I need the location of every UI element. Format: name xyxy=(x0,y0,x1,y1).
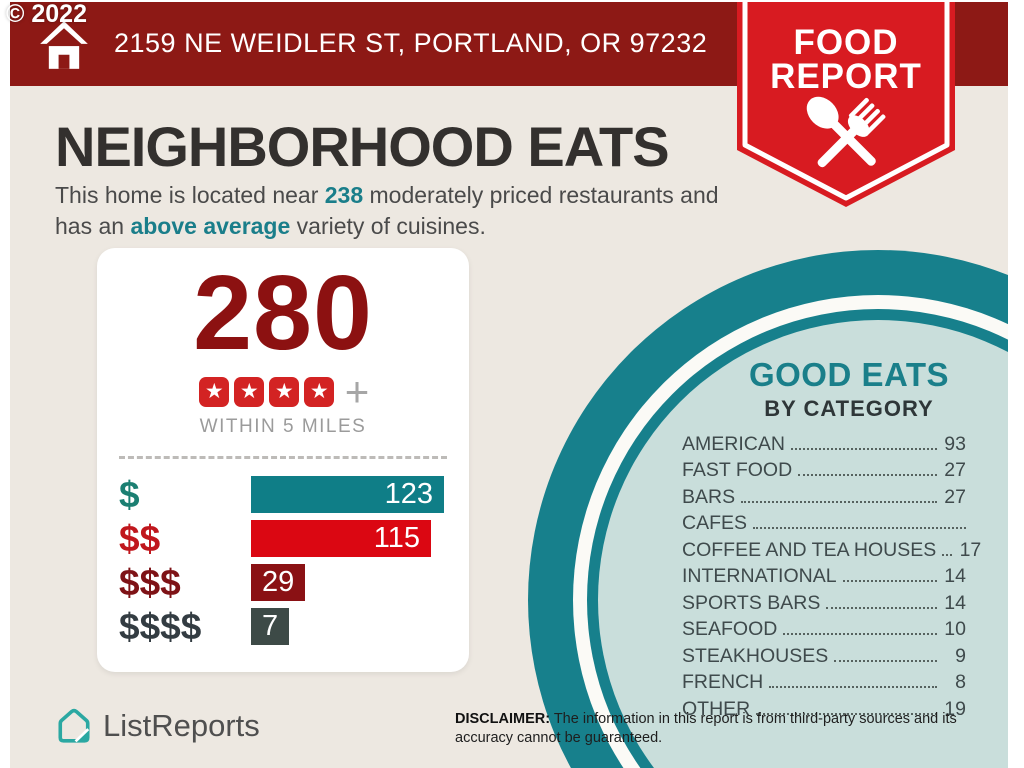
price-tier-bar-chart: $123 $$ 115 $$$ 29 $$$$ 7 xyxy=(97,476,469,645)
category-value: 9 xyxy=(955,644,966,667)
dotted-leader xyxy=(942,553,953,556)
category-row: BARS 27 xyxy=(682,481,966,508)
good-eats-header: GOOD EATS BY CATEGORY xyxy=(704,356,994,422)
intro-seg1: This home is located near xyxy=(55,182,325,208)
category-label: INTERNATIONAL xyxy=(682,565,837,587)
star-icon: ★ xyxy=(304,376,335,407)
total-restaurant-count: 280 xyxy=(193,254,373,372)
category-row: COFFEE AND TEA HOUSES 17 xyxy=(682,534,981,561)
price-tier-label: $$ xyxy=(119,518,161,559)
price-tier-label: $$$$ xyxy=(119,606,202,647)
price-bar: 29 xyxy=(251,564,306,601)
restaurant-count-inline: 238 xyxy=(324,182,364,208)
category-value: 19 xyxy=(944,697,966,720)
dotted-leader xyxy=(826,606,937,609)
category-value: 14 xyxy=(944,591,966,614)
dotted-leader xyxy=(790,447,937,450)
listreports-logo: ListReports xyxy=(55,706,260,746)
ribbon-label-line1: FOOD xyxy=(793,23,899,62)
category-list: AMERICAN 93 FAST FOOD 27 BARS 27 CAFES COFFEE A… xyxy=(682,428,981,720)
category-label: CAFES xyxy=(682,512,748,534)
category-label: AMERICAN xyxy=(682,432,785,455)
category-label: OTHER xyxy=(682,697,751,720)
category-label: BARS xyxy=(682,485,736,508)
price-bar-row: $$ 115 xyxy=(119,520,469,557)
category-label: FAST FOOD xyxy=(682,459,793,481)
category-row: INTERNATIONAL 14 xyxy=(682,561,966,587)
property-address: 2159 NE WEIDLER ST, PORTLAND, OR 97232 xyxy=(114,28,708,58)
intro-seg2: moderately priced restaurants and xyxy=(363,182,719,208)
category-label: FRENCH xyxy=(682,671,764,693)
category-value: 93 xyxy=(944,432,966,455)
dotted-leader xyxy=(756,712,937,715)
dotted-leader xyxy=(769,686,937,688)
summary-card: 280 ★ ★ ★ ★ + WITHIN 5 MILES $123 $$ 115 $$$ 29… xyxy=(97,248,469,672)
food-report-ribbon xyxy=(737,2,955,207)
home-icon xyxy=(40,21,88,69)
star-icon: ★ xyxy=(199,376,230,407)
price-tier-label: $$$ xyxy=(119,562,181,603)
category-label: SEAFOOD xyxy=(682,618,778,640)
plus-sign: + xyxy=(344,367,370,415)
category-value: 10 xyxy=(944,618,966,640)
good-eats-circle-graphic xyxy=(528,250,1008,768)
dotted-leader xyxy=(834,659,937,662)
category-value: 17 xyxy=(959,538,982,561)
star-icon: ★ xyxy=(234,376,265,407)
intro-seg4: variety of cuisines. xyxy=(290,213,486,239)
good-eats-title: GOOD EATS xyxy=(748,356,950,393)
dotted-leader xyxy=(798,474,937,476)
ribbon-label: FOOD REPORT xyxy=(737,23,955,96)
category-row: FRENCH 8 xyxy=(682,667,966,693)
category-row: CAFES xyxy=(682,508,966,534)
category-label: STEAKHOUSES xyxy=(682,644,829,667)
category-row: STEAKHOUSES 9 xyxy=(682,640,966,667)
dotted-leader xyxy=(783,633,937,635)
dotted-leader xyxy=(753,527,966,529)
copyright-watermark: © 2022 xyxy=(6,0,87,28)
category-value: 27 xyxy=(944,459,966,481)
page-title: NEIGHBORHOOD EATS xyxy=(55,115,670,178)
category-label: COFFEE AND TEA HOUSES xyxy=(682,538,937,561)
star-rating: ★ ★ ★ ★ + xyxy=(97,367,469,415)
good-eats-subtitle: BY CATEGORY xyxy=(764,396,934,421)
price-bar: 7 xyxy=(251,608,290,645)
crossed-spoon-fork-icon xyxy=(806,96,886,168)
disclaimer-line1: The information in this report is from t… xyxy=(550,711,957,727)
category-row: FAST FOOD 27 xyxy=(682,455,966,481)
disclaimer-line2: accuracy cannot be guaranteed. xyxy=(455,730,663,746)
category-value: 14 xyxy=(944,565,966,587)
category-row: SEAFOOD 10 xyxy=(682,614,966,640)
price-bar: 123 xyxy=(251,476,444,513)
intro-text: This home is located near 238 moderately… xyxy=(55,180,755,242)
price-bar-row: $$$$ 7 xyxy=(119,608,469,645)
price-bar-row: $123 xyxy=(119,476,469,513)
price-bar: 115 xyxy=(251,520,431,557)
category-row: AMERICAN 93 xyxy=(682,428,966,455)
intro-highlight: above average xyxy=(130,213,291,239)
star-icon: ★ xyxy=(269,376,300,407)
listreports-logo-text: ListReports xyxy=(103,708,260,743)
price-tier-label: $ xyxy=(119,474,140,515)
ribbon-label-line2: REPORT xyxy=(770,57,922,96)
disclaimer-label: DISCLAIMER: xyxy=(455,711,551,727)
infographic-canvas: 2159 NE WEIDLER ST, PORTLAND, OR 97232 xyxy=(10,2,1008,768)
category-value: 8 xyxy=(955,671,966,693)
star-icons: ★ ★ ★ ★ xyxy=(197,376,337,407)
listreports-house-icon xyxy=(58,708,90,743)
intro-seg3: has an xyxy=(55,213,131,239)
dotted-leader xyxy=(741,500,937,503)
category-row: OTHER 19 xyxy=(682,693,966,720)
dashed-separator xyxy=(119,456,447,459)
radius-label: WITHIN 5 MILES xyxy=(199,416,367,437)
dotted-leader xyxy=(842,580,937,582)
category-value: 27 xyxy=(944,485,966,508)
category-label: SPORTS BARS xyxy=(682,591,821,614)
category-row: SPORTS BARS 14 xyxy=(682,587,966,614)
price-bar-row: $$$ 29 xyxy=(119,564,469,601)
disclaimer-text: DISCLAIMER: The information in this repo… xyxy=(455,710,983,748)
